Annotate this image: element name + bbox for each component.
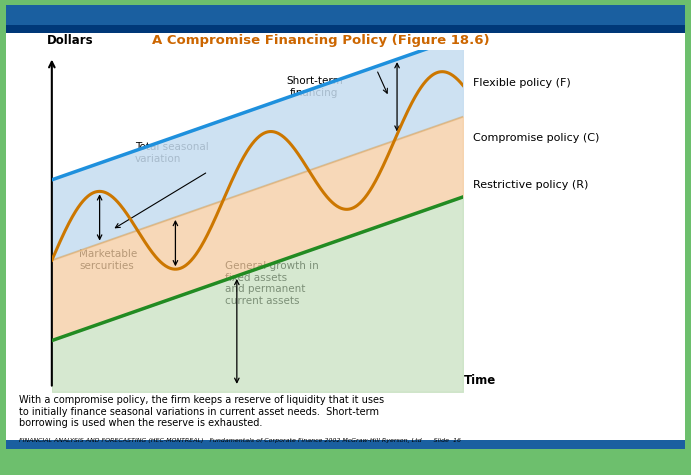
Text: General growth in
fixed assets
and permanent
current assets: General growth in fixed assets and perma…	[225, 261, 319, 306]
Text: Marketable
sercurities: Marketable sercurities	[79, 249, 138, 271]
Bar	[6, 5, 685, 25]
Text: Flexible policy (F): Flexible policy (F)	[473, 78, 571, 88]
Text: With a compromise policy, the firm keeps a reserve of liquidity that it uses
to : With a compromise policy, the firm keeps…	[19, 395, 384, 428]
Text: Restrictive policy (R): Restrictive policy (R)	[473, 180, 589, 190]
Bar	[6, 25, 685, 33]
Text: FINANCIAL ANALYSIS AND FORECASTING (HEC-MONTREAL)   Fundamentals of Corporate Fi: FINANCIAL ANALYSIS AND FORECASTING (HEC-…	[19, 438, 462, 443]
Text: Short-term
financing: Short-term financing	[286, 76, 343, 97]
Text: A Compromise Financing Policy (Figure 18.6): A Compromise Financing Policy (Figure 18…	[152, 34, 490, 47]
Text: Total seasonal
variation: Total seasonal variation	[135, 142, 209, 164]
Text: Time: Time	[464, 374, 497, 388]
Text: Compromise policy (C): Compromise policy (C)	[473, 133, 600, 143]
Text: Dollars: Dollars	[47, 34, 93, 47]
Bar	[6, 440, 685, 449]
